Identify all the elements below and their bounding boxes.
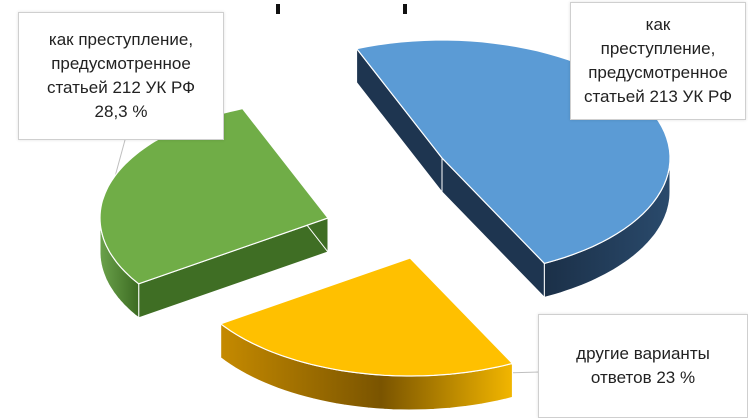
chart-title-fragment [258,0,498,14]
slice-label-213-line-4: статьей 213 УК РФ [583,87,733,106]
slice-label-212-line-2: предусмотренное [51,54,191,73]
slice-label-212-line-3: статьей 212 УК РФ [46,78,196,97]
slice-212 [99,107,329,319]
slice-label-213-line-3: предусмотренное [588,63,728,82]
slice-other [219,256,514,411]
slice-label-213-line-1: как [645,15,671,34]
slice-label-213: как преступление, предусмотренное статье… [570,2,746,120]
leader-line-3 [114,139,126,176]
slice-label-213-line-2: преступление, [600,39,716,58]
slice-other-top [219,257,514,377]
slice-label-other: другие варианты ответов 23 % [538,314,748,418]
slice-label-other-line-2: ответов 23 % [590,368,696,387]
slice-label-212-line-4: 28,3 % [94,102,148,121]
slice-label-other-line-1: другие варианты [576,344,710,363]
slice-label-212: как преступление, предусмотренное статье… [18,12,224,140]
slice-label-212-line-1: как преступление, [48,30,194,49]
